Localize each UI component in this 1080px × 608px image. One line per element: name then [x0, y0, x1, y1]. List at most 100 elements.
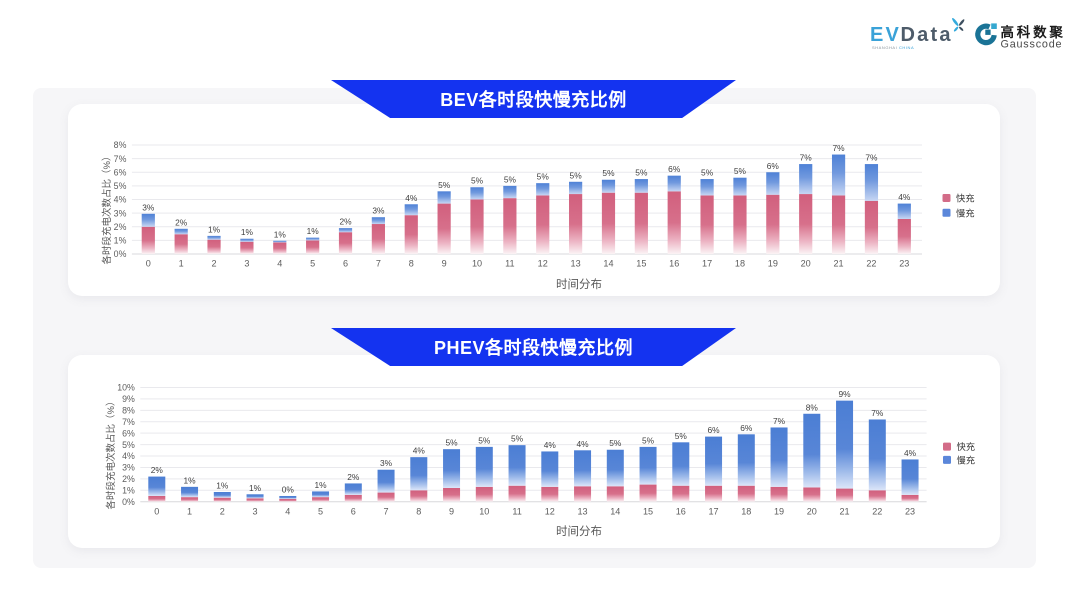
svg-text:5%: 5% [635, 168, 648, 178]
svg-text:3: 3 [253, 507, 258, 517]
svg-text:6: 6 [343, 258, 348, 268]
svg-text:0%: 0% [114, 249, 127, 259]
svg-text:快充: 快充 [957, 441, 976, 452]
svg-text:8: 8 [409, 258, 414, 268]
svg-text:22: 22 [872, 507, 882, 517]
svg-text:18: 18 [735, 258, 745, 268]
svg-text:11: 11 [512, 507, 521, 517]
svg-text:4%: 4% [413, 446, 426, 456]
svg-text:13: 13 [577, 507, 587, 517]
svg-text:2: 2 [220, 507, 225, 517]
svg-text:3%: 3% [142, 202, 155, 212]
svg-text:6: 6 [351, 507, 356, 517]
svg-text:23: 23 [899, 258, 909, 268]
svg-text:7%: 7% [865, 153, 878, 163]
svg-text:1: 1 [179, 258, 184, 268]
svg-text:7%: 7% [833, 143, 846, 153]
svg-text:7%: 7% [114, 154, 127, 164]
svg-text:1: 1 [187, 507, 192, 517]
svg-text:5%: 5% [642, 435, 655, 445]
svg-text:4: 4 [277, 258, 282, 268]
svg-text:5%: 5% [570, 170, 583, 180]
svg-text:20: 20 [807, 507, 817, 517]
svg-text:8: 8 [416, 507, 421, 517]
svg-text:12: 12 [538, 258, 548, 268]
svg-text:5%: 5% [734, 166, 747, 176]
svg-text:0%: 0% [282, 484, 295, 494]
svg-text:7: 7 [384, 507, 389, 517]
svg-text:2%: 2% [122, 474, 135, 484]
svg-text:19: 19 [768, 258, 778, 268]
svg-text:1%: 1% [183, 475, 196, 485]
svg-text:5: 5 [310, 258, 315, 268]
svg-text:15: 15 [643, 507, 653, 517]
svg-text:5%: 5% [602, 168, 615, 178]
svg-text:5%: 5% [445, 438, 458, 448]
svg-text:5%: 5% [478, 435, 491, 445]
svg-text:8%: 8% [114, 140, 127, 150]
svg-text:1%: 1% [241, 227, 254, 237]
svg-text:5%: 5% [471, 176, 484, 186]
svg-text:8%: 8% [122, 406, 135, 416]
svg-text:5%: 5% [504, 174, 517, 184]
svg-text:1%: 1% [314, 480, 327, 490]
svg-text:5%: 5% [701, 168, 714, 178]
svg-text:4%: 4% [898, 192, 911, 202]
svg-text:4%: 4% [405, 193, 418, 203]
svg-text:13: 13 [571, 258, 581, 268]
svg-text:6%: 6% [767, 161, 780, 171]
svg-text:4%: 4% [114, 195, 127, 205]
svg-text:2%: 2% [175, 217, 188, 227]
svg-text:慢充: 慢充 [956, 207, 975, 218]
svg-text:5%: 5% [609, 438, 622, 448]
svg-text:2%: 2% [347, 472, 360, 482]
svg-text:1%: 1% [307, 226, 320, 236]
svg-text:5%: 5% [675, 431, 688, 441]
svg-text:高科数聚: 高科数聚 [1001, 24, 1066, 40]
svg-text:1%: 1% [114, 236, 127, 246]
svg-text:3%: 3% [372, 206, 385, 216]
svg-text:1%: 1% [249, 483, 262, 493]
svg-text:3%: 3% [114, 208, 127, 218]
svg-text:4%: 4% [544, 440, 557, 450]
svg-text:19: 19 [774, 507, 784, 517]
svg-text:3%: 3% [380, 458, 393, 468]
svg-text:5%: 5% [537, 172, 550, 182]
svg-text:16: 16 [676, 507, 686, 517]
svg-text:Data: Data [901, 24, 953, 46]
svg-text:1%: 1% [216, 480, 229, 490]
svg-text:5%: 5% [438, 180, 451, 190]
svg-text:9: 9 [449, 507, 454, 517]
svg-text:11: 11 [505, 258, 514, 268]
svg-text:1%: 1% [208, 224, 221, 234]
svg-text:3: 3 [244, 258, 249, 268]
svg-text:SHANGHAI CHINA: SHANGHAI CHINA [872, 45, 914, 50]
svg-text:3%: 3% [122, 463, 135, 473]
svg-text:4%: 4% [122, 451, 135, 461]
svg-text:9%: 9% [122, 394, 135, 404]
svg-text:2: 2 [212, 258, 217, 268]
svg-text:EV: EV [870, 24, 901, 46]
svg-text:7: 7 [376, 258, 381, 268]
svg-text:14: 14 [603, 258, 613, 268]
svg-text:5: 5 [318, 507, 323, 517]
svg-text:18: 18 [741, 507, 751, 517]
svg-text:1%: 1% [274, 229, 287, 239]
svg-text:5%: 5% [511, 434, 524, 444]
svg-text:2%: 2% [114, 222, 127, 232]
svg-text:0%: 0% [122, 497, 135, 507]
svg-text:5%: 5% [114, 181, 127, 191]
svg-text:20: 20 [801, 258, 811, 268]
svg-text:6%: 6% [114, 167, 127, 177]
svg-text:7%: 7% [773, 416, 786, 426]
svg-text:9: 9 [442, 258, 447, 268]
svg-text:Gausscode: Gausscode [1001, 39, 1063, 51]
svg-text:10: 10 [479, 507, 489, 517]
svg-text:21: 21 [839, 507, 849, 517]
svg-text:5%: 5% [122, 440, 135, 450]
svg-text:4%: 4% [576, 439, 589, 449]
svg-text:12: 12 [545, 507, 555, 517]
svg-text:9%: 9% [838, 389, 851, 399]
svg-text:7%: 7% [871, 408, 884, 418]
svg-text:2%: 2% [151, 465, 164, 475]
